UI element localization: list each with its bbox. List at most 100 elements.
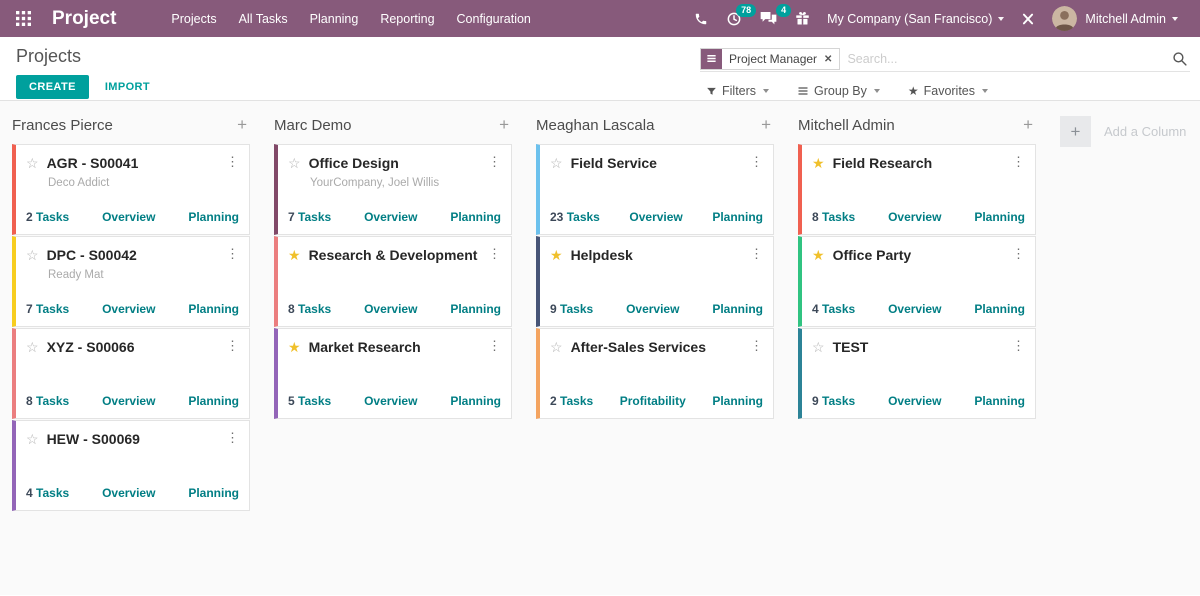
column-add-icon[interactable]: + xyxy=(1023,115,1033,134)
card-link-middle[interactable]: Overview xyxy=(102,394,156,408)
nav-menu-item[interactable]: All Tasks xyxy=(238,11,288,26)
company-switcher[interactable]: My Company (San Francisco) xyxy=(819,7,1012,31)
card-title[interactable]: Helpdesk xyxy=(570,247,633,263)
card-link-middle[interactable]: Overview xyxy=(364,302,418,316)
card-menu-icon[interactable]: ⋮ xyxy=(480,247,501,260)
tasks-link[interactable]: 2 Tasks xyxy=(550,394,593,408)
card-link-middle[interactable]: Overview xyxy=(364,394,418,408)
card-link-middle[interactable]: Overview xyxy=(364,210,418,224)
favorite-star-icon[interactable]: ☆ xyxy=(550,339,563,355)
card-menu-icon[interactable]: ⋮ xyxy=(1004,247,1025,260)
column-add-icon[interactable]: + xyxy=(237,115,247,134)
favorite-star-icon[interactable]: ☆ xyxy=(550,155,563,171)
create-button[interactable]: CREATE xyxy=(16,75,89,99)
tasks-link[interactable]: 4 Tasks xyxy=(26,486,69,500)
app-title[interactable]: Project xyxy=(52,7,117,29)
user-menu[interactable]: Mitchell Admin xyxy=(1044,1,1186,36)
developer-tools-icon[interactable] xyxy=(1012,7,1044,31)
facet-remove-icon[interactable]: ✕ xyxy=(824,53,833,65)
card-menu-icon[interactable]: ⋮ xyxy=(218,247,239,260)
card-link-right[interactable]: Planning xyxy=(188,302,239,316)
card-title[interactable]: TEST xyxy=(832,339,869,355)
tasks-link[interactable]: 7 Tasks xyxy=(288,210,331,224)
card-link-middle[interactable]: Overview xyxy=(102,486,156,500)
favorite-star-icon[interactable]: ☆ xyxy=(26,155,39,171)
card-title[interactable]: Office Party xyxy=(832,247,912,263)
tasks-link[interactable]: 4 Tasks xyxy=(812,302,855,316)
tasks-link[interactable]: 9 Tasks xyxy=(812,394,855,408)
favorite-star-icon[interactable]: ★ xyxy=(288,247,301,263)
favorite-star-icon[interactable]: ★ xyxy=(812,247,825,263)
nav-menu-item[interactable]: Projects xyxy=(171,11,217,26)
favorite-star-icon[interactable]: ☆ xyxy=(26,247,39,263)
card-link-right[interactable]: Planning xyxy=(974,210,1025,224)
column-add-icon[interactable]: + xyxy=(761,115,771,134)
card-menu-icon[interactable]: ⋮ xyxy=(480,155,501,168)
card-menu-icon[interactable]: ⋮ xyxy=(742,155,763,168)
tasks-link[interactable]: 8 Tasks xyxy=(812,210,855,224)
card-link-middle[interactable]: Profitability xyxy=(619,394,686,408)
favorite-star-icon[interactable]: ★ xyxy=(812,155,825,171)
card-title[interactable]: XYZ - S00066 xyxy=(46,339,135,355)
card-menu-icon[interactable]: ⋮ xyxy=(218,155,239,168)
card-menu-icon[interactable]: ⋮ xyxy=(1004,339,1025,352)
card-link-middle[interactable]: Overview xyxy=(102,302,156,316)
favorite-star-icon[interactable]: ☆ xyxy=(26,431,39,447)
activities-clock-icon[interactable]: 78 xyxy=(717,3,757,32)
card-title[interactable]: Field Service xyxy=(570,155,657,171)
card-title[interactable]: Field Research xyxy=(832,155,933,171)
card-link-right[interactable]: Planning xyxy=(974,302,1025,316)
gift-icon[interactable] xyxy=(786,6,819,31)
column-add-icon[interactable]: + xyxy=(499,115,509,134)
card-menu-icon[interactable]: ⋮ xyxy=(218,431,239,444)
nav-menu-item[interactable]: Reporting xyxy=(380,11,435,26)
card-link-right[interactable]: Planning xyxy=(450,302,501,316)
tasks-link[interactable]: 2 Tasks xyxy=(26,210,69,224)
messages-chat-icon[interactable]: 4 xyxy=(751,4,792,31)
nav-menu-item[interactable]: Configuration xyxy=(456,11,531,26)
card-link-right[interactable]: Planning xyxy=(188,210,239,224)
tasks-link[interactable]: 9 Tasks xyxy=(550,302,593,316)
card-link-right[interactable]: Planning xyxy=(188,394,239,408)
card-link-right[interactable]: Planning xyxy=(188,486,239,500)
tasks-link[interactable]: 7 Tasks xyxy=(26,302,69,316)
card-link-middle[interactable]: Overview xyxy=(888,394,942,408)
card-title[interactable]: Office Design xyxy=(308,155,399,171)
card-link-middle[interactable]: Overview xyxy=(888,210,942,224)
card-menu-icon[interactable]: ⋮ xyxy=(1004,155,1025,168)
tasks-link[interactable]: 23 Tasks xyxy=(550,210,600,224)
card-link-middle[interactable]: Overview xyxy=(102,210,156,224)
card-link-right[interactable]: Planning xyxy=(974,394,1025,408)
favorite-star-icon[interactable]: ★ xyxy=(288,339,301,355)
apps-menu-icon[interactable] xyxy=(10,6,36,32)
card-link-right[interactable]: Planning xyxy=(712,302,763,316)
card-menu-icon[interactable]: ⋮ xyxy=(218,339,239,352)
card-link-right[interactable]: Planning xyxy=(712,210,763,224)
group-by-dropdown[interactable]: Group By xyxy=(797,84,880,98)
card-link-right[interactable]: Planning xyxy=(450,394,501,408)
nav-menu-item[interactable]: Planning xyxy=(309,11,359,26)
search-icon[interactable] xyxy=(1169,48,1190,69)
favorite-star-icon[interactable]: ★ xyxy=(550,247,563,263)
card-title[interactable]: Market Research xyxy=(308,339,421,355)
card-title[interactable]: Research & Development xyxy=(308,247,478,263)
card-menu-icon[interactable]: ⋮ xyxy=(742,339,763,352)
card-link-middle[interactable]: Overview xyxy=(888,302,942,316)
card-link-middle[interactable]: Overview xyxy=(629,210,683,224)
tasks-link[interactable]: 8 Tasks xyxy=(288,302,331,316)
favorite-star-icon[interactable]: ☆ xyxy=(812,339,825,355)
card-link-right[interactable]: Planning xyxy=(450,210,501,224)
import-button[interactable]: IMPORT xyxy=(104,81,150,93)
card-link-middle[interactable]: Overview xyxy=(626,302,680,316)
filters-dropdown[interactable]: Filters xyxy=(706,84,770,98)
card-title[interactable]: After-Sales Services xyxy=(570,339,706,355)
favorites-dropdown[interactable]: ★ Favorites xyxy=(908,84,989,98)
voip-phone-icon[interactable] xyxy=(685,7,717,31)
card-title[interactable]: DPC - S00042 xyxy=(46,247,137,263)
tasks-link[interactable]: 5 Tasks xyxy=(288,394,331,408)
add-column-button[interactable]: + xyxy=(1060,116,1091,147)
card-link-right[interactable]: Planning xyxy=(712,394,763,408)
card-title[interactable]: AGR - S00041 xyxy=(46,155,139,171)
search-input[interactable] xyxy=(840,51,1169,66)
card-menu-icon[interactable]: ⋮ xyxy=(742,247,763,260)
